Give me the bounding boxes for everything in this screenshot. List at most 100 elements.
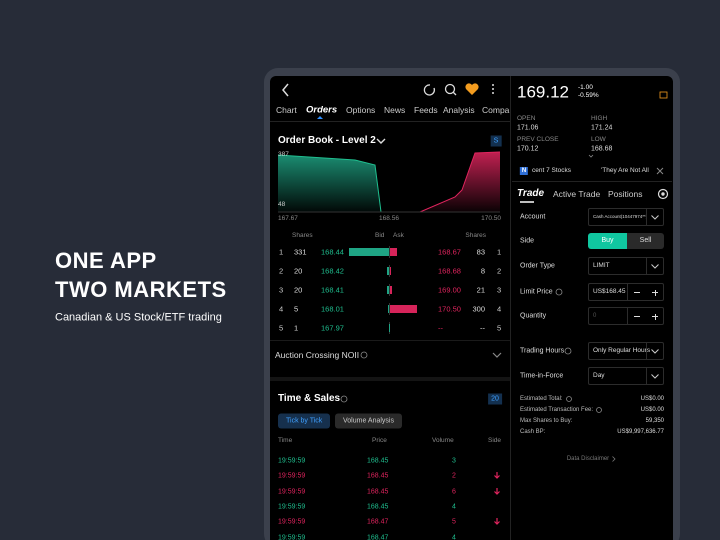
nav-tab[interactable]: Compa [482,104,510,115]
nav-tab[interactable]: Chart [276,104,297,115]
level: 5 [497,323,502,333]
nav-tab[interactable]: Options [346,104,376,115]
chevron[interactable] [492,352,502,358]
trade-volume: 3 [452,457,456,465]
disclaimer-link[interactable]: Data Disclaimer [566,456,610,462]
arrow-path [494,487,500,495]
tab-button[interactable]: Tick by Tick [278,413,331,429]
more-icon[interactable] [492,84,494,94]
refresh-icon[interactable] [423,84,436,96]
chevron-path [651,215,659,220]
column-header: Side [488,436,502,444]
summary-value: US$0.00 [640,396,664,402]
input-box[interactable] [588,283,664,301]
nav-tab[interactable]: Analysis [443,104,475,115]
badge: S [490,135,502,147]
section-title: Auction Crossing NOII [275,349,360,360]
trade-tab[interactable]: Trade [517,188,545,199]
ask-price: 168.68 [438,266,461,276]
stat-label: OPEN [517,114,536,122]
chevron [651,349,659,354]
nav-tab[interactable]: Feeds [414,104,438,115]
news-item[interactable]: cent 7 Stocks [532,166,572,174]
nav-tab[interactable]: News [384,104,406,115]
input-box[interactable] [588,257,664,275]
stat-label: LOW [591,135,606,143]
bid-bar [386,286,389,294]
chart-icon[interactable] [659,91,668,99]
trade-time: 19:59:59 [278,488,306,496]
ask-price: 169.00 [438,285,461,295]
bar-axis [389,246,390,258]
trade-price: 168.45 [367,457,389,465]
bid-shares: 20 [294,266,303,276]
level: 4 [497,304,502,314]
summary-value: US$9,997,636.77 [617,429,664,435]
chevron[interactable] [376,138,386,144]
input-value: LIMIT [593,261,610,269]
field-label: Trading Hours [520,347,565,355]
close-icon[interactable] [656,167,664,175]
input-value: Only Regular Hours [593,346,651,354]
price-change-pct: -0.59% [578,91,599,99]
input-box[interactable] [588,307,664,325]
stat-label: PREV CLOSE [517,135,559,143]
trade-price: 168.47 [367,534,389,540]
trade-volume: 5 [452,518,456,526]
trade-volume: 2 [452,472,456,480]
search-icon[interactable] [444,83,456,95]
chevron [651,215,659,220]
arrow-path [494,518,500,526]
stat-label: HIGH [591,114,608,122]
news-item[interactable]: 'They Are Not All [601,166,649,174]
bid-shares: 1 [294,323,299,333]
level: 1 [497,247,502,257]
watch-icon[interactable] [465,83,479,95]
ask-depth-line [419,151,501,213]
level: 3 [279,285,284,295]
bid-shares: 20 [294,285,303,295]
trade-tab[interactable]: Active Trade [553,188,601,199]
trade-price: 168.47 [367,518,389,526]
bar-axis [389,303,390,315]
input-placeholder: 0 [593,313,597,319]
level: 3 [497,285,502,295]
chevron-path [651,374,659,379]
select-divider [646,342,647,360]
expand-icon[interactable] [588,154,594,158]
select-divider [646,367,647,385]
input-box[interactable] [588,208,664,226]
bar-axis [389,265,390,277]
trade-time: 19:59:59 [278,518,306,526]
trade-time: 19:59:59 [278,457,306,465]
bid-shares: 331 [294,247,307,257]
tab-button[interactable]: Volume Analysis [335,413,402,429]
plus-icon-v [654,289,656,296]
side-buy[interactable]: Buy [588,233,627,249]
bid-bar [349,248,389,256]
input-box[interactable] [588,367,664,385]
settings-icon[interactable] [657,188,669,200]
info-icon [596,407,602,413]
trade-time: 19:59:59 [278,503,306,511]
side-arrow [494,518,500,526]
link-chevron [612,456,616,462]
bid-price: 168.44 [321,247,344,257]
trade-tab[interactable]: Positions [608,188,643,199]
headline: ONE APP [55,248,157,273]
side-sell[interactable]: Sell [627,233,664,249]
nav-divider [270,121,510,122]
stat-value: 171.24 [591,124,613,132]
stat-value: 168.68 [591,145,613,153]
plus-icon-v [654,313,656,320]
input-box[interactable] [588,342,664,360]
bid-depth-area [278,155,381,212]
nav-tab[interactable]: Orders [306,104,338,116]
level: 4 [279,304,284,314]
minus-icon[interactable] [634,316,640,317]
back-icon[interactable] [282,83,289,97]
minus-icon[interactable] [634,292,640,293]
chevron [651,264,659,269]
